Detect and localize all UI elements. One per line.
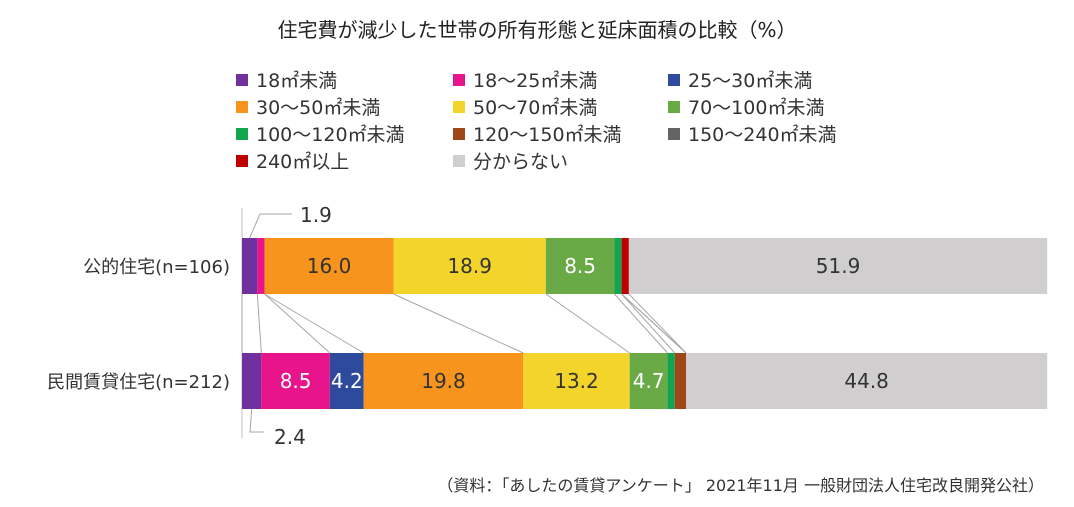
callout-label: 2.4 [274, 425, 306, 449]
legend-item: 18㎡未満 [236, 66, 337, 93]
legend-swatch [236, 127, 248, 140]
bar-segment [686, 353, 1048, 409]
legend-label: 18㎡未満 [256, 70, 338, 92]
bar-segment [242, 238, 258, 294]
legend-label: 30〜50㎡未満 [256, 97, 381, 119]
series-connector-line [393, 293, 524, 354]
legend-label: 分からない [473, 151, 569, 173]
legend-swatch [668, 127, 680, 140]
bar-segment [393, 238, 546, 294]
bar-segment [614, 238, 622, 294]
data-label: 8.5 [564, 254, 596, 278]
legend-swatch [668, 73, 680, 86]
series-connector-line [264, 293, 364, 354]
category-label: 公的住宅(n=106) [83, 257, 230, 278]
legend-item: 240㎡以上 [236, 147, 349, 174]
data-label: 13.2 [554, 369, 599, 393]
bar-segment [545, 238, 615, 294]
data-label: 51.9 [816, 254, 861, 278]
callout-leader-line [249, 213, 292, 239]
legend-label: 70〜100㎡未満 [688, 97, 825, 119]
series-connector-line [628, 293, 687, 354]
bar-segment [363, 353, 524, 409]
data-label: 4.7 [633, 369, 665, 393]
legend-item: 150〜240㎡未満 [668, 120, 837, 147]
bar-segment [629, 353, 668, 409]
series-connector-line [256, 293, 262, 354]
legend-swatch [453, 154, 465, 167]
legend-label: 18〜25㎡未満 [473, 70, 598, 92]
legend-item: 18〜25㎡未満 [453, 66, 597, 93]
bar-segment [667, 353, 675, 409]
bar-segment [523, 353, 630, 409]
source-note: （資料：「あしたの賃貸アンケート」 2021年11月 一般財団法人住宅改良開発公… [437, 476, 1044, 495]
data-label: 8.5 [280, 369, 312, 393]
legend-label: 50〜70㎡未満 [473, 97, 598, 119]
legend-item: 分からない [453, 147, 568, 174]
legend-swatch [453, 127, 465, 140]
legend-swatch [668, 100, 680, 113]
bar-segment [628, 238, 1048, 294]
series-connector-line [621, 293, 687, 354]
legend-item: 50〜70㎡未満 [453, 93, 597, 120]
legend-swatch [453, 73, 465, 86]
series-connector-line [264, 293, 331, 354]
chart-legend: 18㎡未満 18〜25㎡未満 25〜30㎡未満 30〜50㎡未満 50〜70㎡未満 70〜… [236, 66, 876, 186]
data-label: 18.9 [447, 254, 492, 278]
data-label: 44.8 [844, 369, 889, 393]
bar-segment [257, 238, 265, 294]
legend-label: 120〜150㎡未満 [473, 124, 622, 146]
bar-segment [329, 353, 364, 409]
bar-segment [621, 238, 629, 294]
legend-label: 100〜120㎡未満 [256, 124, 405, 146]
bar-segment [242, 353, 262, 409]
legend-label: 240㎡以上 [256, 151, 350, 173]
legend-item: 120〜150㎡未満 [453, 120, 622, 147]
legend-label: 25〜30㎡未満 [688, 70, 813, 92]
callout-leader-line [249, 408, 264, 433]
legend-swatch [236, 73, 248, 86]
bar-segment [674, 353, 687, 409]
series-connector-line [545, 293, 630, 354]
legend-item: 25〜30㎡未満 [668, 66, 812, 93]
legend-swatch [453, 100, 465, 113]
series-connector-line [614, 293, 668, 354]
legend-item: 100〜120㎡未満 [236, 120, 405, 147]
data-label: 19.8 [421, 369, 466, 393]
chart-title: 住宅費が減少した世帯の所有形態と延床面積の比較（%） [277, 18, 797, 42]
bar-segment [264, 238, 394, 294]
callout-label: 1.9 [300, 203, 332, 227]
data-label: 16.0 [307, 254, 352, 278]
legend-item: 70〜100㎡未満 [668, 93, 824, 120]
series-connector-line [621, 293, 676, 354]
legend-swatch [236, 100, 248, 113]
data-label: 4.2 [331, 369, 363, 393]
bar-segment [261, 353, 330, 409]
legend-item: 30〜50㎡未満 [236, 93, 380, 120]
legend-label: 150〜240㎡未満 [688, 124, 837, 146]
legend-swatch [236, 154, 248, 167]
category-label: 民間賃貸住宅(n=212) [47, 372, 230, 393]
